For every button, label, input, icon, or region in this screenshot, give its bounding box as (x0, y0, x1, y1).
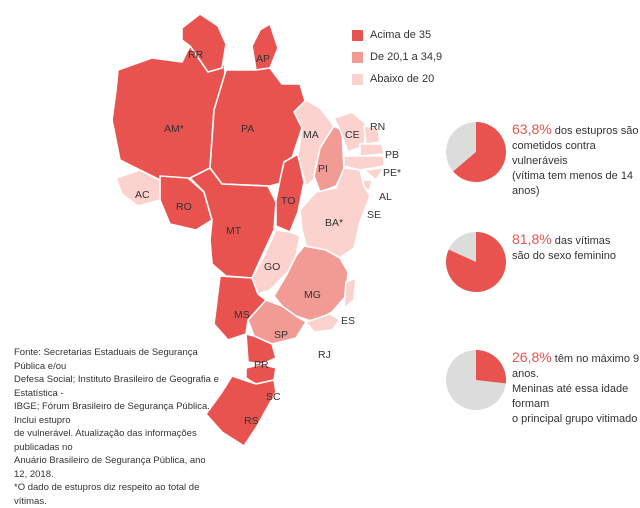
state-label-rs: RS (244, 415, 259, 427)
state-label-ce: CE (345, 129, 360, 141)
state-label-ba: BA* (325, 217, 343, 229)
stat-text-female: 81,8% das vítimas são do sexo feminino (512, 232, 640, 264)
stat-line3-vulnerable: (vítima tem menos de 14 anos) (512, 170, 634, 197)
state-shape-rs (205, 375, 277, 447)
state-label-sc: SC (266, 391, 281, 403)
state-label-mg: MG (304, 289, 321, 301)
state-label-am: AM* (164, 123, 184, 135)
state-label-rj: RJ (318, 349, 331, 361)
source-line-6: *O dado de estupros diz respeito ao tota… (14, 482, 200, 507)
stat-text-age: 26,8% têm no máximo 9 anos. Meninas até … (512, 350, 640, 427)
stat-age: 26,8% têm no máximo 9 anos. Meninas até … (446, 338, 640, 448)
state-label-al: AL (379, 191, 392, 203)
state-label-pb: PB (385, 149, 399, 161)
pie-chart-female (446, 232, 506, 292)
state-shape-al (363, 167, 385, 181)
state-label-ms: MS (234, 309, 250, 321)
state-shape-ms (213, 275, 267, 341)
state-label-es: ES (341, 315, 355, 327)
legend-swatch-low (352, 73, 363, 85)
legend-item-low: Abaixo de 20 (352, 68, 442, 90)
map-legend: Acima de 35 De 20,1 a 34,9 Abaixo de 20 (352, 24, 442, 90)
source-note: Fonte: Secretarias Estaduais de Seguranç… (14, 346, 220, 508)
state-label-ac: AC (135, 189, 150, 201)
state-shape-pb (359, 143, 385, 157)
source-line-4: de vulnerável. Atualização das informaçõ… (14, 428, 197, 453)
state-shape-ro (159, 175, 213, 231)
state-label-rn: RN (370, 121, 385, 133)
state-label-ap: AP (256, 53, 270, 65)
state-label-to: TO (281, 195, 295, 207)
state-label-pa: PA (241, 123, 254, 135)
state-shape-mt (189, 167, 277, 279)
state-label-pe: PE* (383, 167, 401, 179)
legend-label-high: Acima de 35 (370, 29, 432, 41)
stat-percent-female: 81,8% (512, 231, 552, 247)
state-shape-rj (305, 313, 341, 333)
stat-vulnerable: 63,8% dos estupros são cometidos contra … (446, 110, 640, 220)
stat-female: 81,8% das vítimas são do sexo feminino (446, 220, 640, 330)
state-label-pi: PI (318, 163, 328, 175)
legend-swatch-high (352, 29, 363, 41)
stat-line2-age: Meninas até essa idade formam (512, 383, 629, 410)
pie-chart-age (446, 350, 506, 410)
stat-percent-vulnerable: 63,8% (512, 121, 552, 137)
state-label-sp: SP (274, 329, 288, 341)
state-label-go: GO (264, 261, 280, 273)
legend-label-mid: De 20,1 a 34,9 (370, 51, 443, 63)
source-line-2: Defesa Social; Instituto Brasileiro de G… (14, 374, 219, 399)
stat-line1-vulnerable: dos estupros são (551, 125, 639, 137)
state-shape-rn (363, 125, 381, 145)
state-label-ro: RO (176, 201, 192, 213)
legend-item-mid: De 20,1 a 34,9 (352, 46, 442, 68)
legend-item-high: Acima de 35 (352, 24, 442, 46)
legend-label-low: Abaixo de 20 (370, 73, 435, 85)
brazil-map: RR AP AM* PA AC RO MT TO MA PI CE RN PB … (111, 13, 401, 447)
source-line-1: Fonte: Secretarias Estaduais de Seguranç… (14, 347, 198, 372)
state-label-se: SE (367, 209, 381, 221)
stat-line1-female: das vítimas (551, 235, 611, 247)
stat-line2-female: são do sexo feminino (512, 250, 616, 262)
source-line-3: IBGE; Fórum Brasileiro de Segurança Públ… (14, 401, 210, 426)
source-line-5: Anuário Brasileiro de Segurança Pública,… (14, 455, 206, 480)
state-shape-es (343, 277, 357, 309)
pie-value-slice (446, 232, 506, 292)
legend-swatch-mid (352, 51, 363, 63)
state-shape-go (251, 229, 301, 295)
pie-value-slice (476, 350, 506, 384)
state-label-rr: RR (188, 49, 204, 61)
state-shape-pe (343, 155, 385, 171)
state-shape-rr (181, 13, 227, 73)
stat-line3-age: o principal grupo vitimado (512, 413, 638, 425)
stat-percent-age: 26,8% (512, 349, 552, 365)
stat-line2-vulnerable: cometidos contra vulneráveis (512, 140, 596, 167)
pie-chart-vulnerable (446, 122, 506, 182)
state-shape-pr (245, 333, 277, 365)
state-shape-mg (273, 245, 349, 323)
state-label-pr: PR (254, 359, 269, 371)
pie-value-slice (453, 122, 506, 182)
state-label-ma: MA (303, 129, 319, 141)
state-label-mt: MT (226, 225, 242, 237)
stat-line1-age: têm no máximo 9 anos. (512, 353, 640, 380)
stat-text-vulnerable: 63,8% dos estupros são cometidos contra … (512, 122, 640, 199)
